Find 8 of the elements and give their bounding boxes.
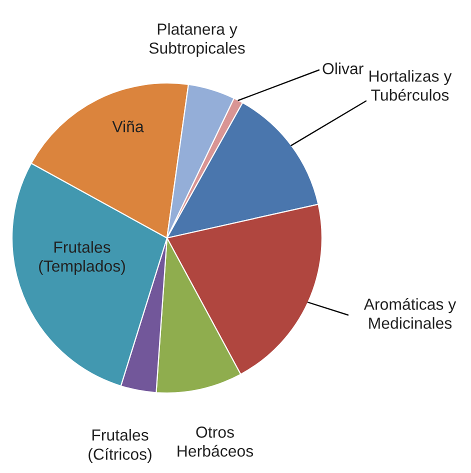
- slice-label: Frutales (Templados): [39, 241, 125, 275]
- slice-label: Frutales (Cítricos): [88, 428, 152, 464]
- slice-label: Aromáticas y Medicinales: [364, 298, 456, 329]
- slice-label: Hortalizas y Tubérculos: [370, 70, 452, 101]
- slice-label: Otros Herbáceos: [178, 426, 254, 457]
- slice-label: Olivar: [322, 62, 364, 74]
- slice-label: Viña: [112, 120, 144, 132]
- slice-label: Platanera y Subtropicales: [149, 23, 245, 57]
